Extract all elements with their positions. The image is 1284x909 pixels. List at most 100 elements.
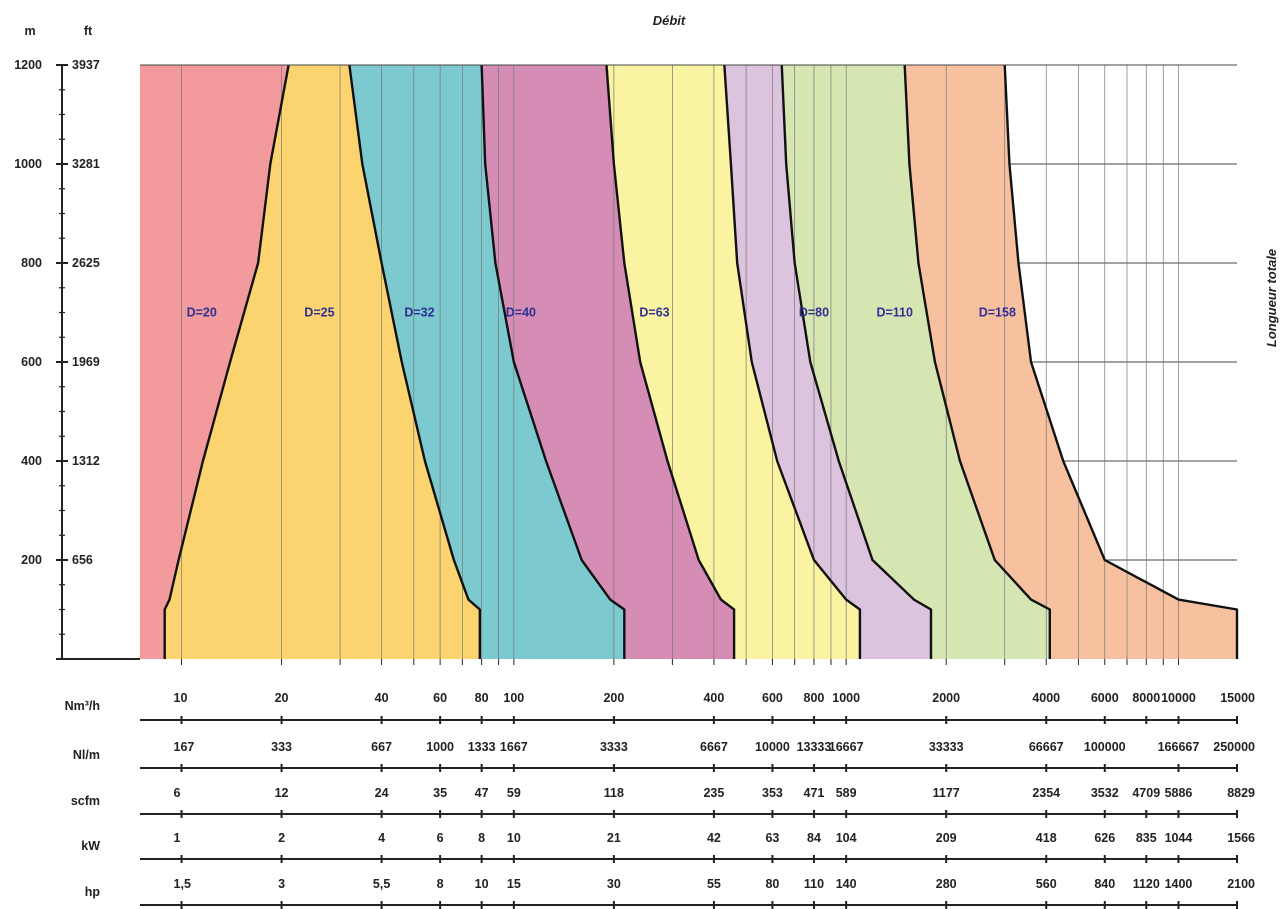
scale-tick-label: 10: [174, 691, 188, 705]
boundary-curve: [163, 64, 290, 659]
y-tick-label-m: 400: [21, 454, 42, 468]
scale-tick-label: 118: [604, 786, 624, 800]
region-label: D=158: [979, 306, 1016, 320]
boundary-curve: [1003, 64, 1239, 659]
scale-tick-label: 59: [507, 786, 521, 800]
scale-tick-label: 40: [375, 691, 389, 705]
region-d-40: [481, 65, 735, 659]
scale-tick-label: 110: [804, 877, 824, 891]
scale-tick-label: 3: [278, 877, 285, 891]
scale-tick-label: 835: [1136, 831, 1157, 845]
scale-tick-label: 104: [836, 831, 857, 845]
scale-tick-label: 600: [762, 691, 783, 705]
scale-tick-label: 6: [174, 786, 181, 800]
y-tick-label-ft: 1312: [72, 454, 100, 468]
boundary-curve: [605, 64, 736, 659]
scale-tick-label: 667: [371, 740, 392, 754]
region-label: D=80: [799, 306, 829, 320]
scale-tick-label: 250000: [1213, 740, 1255, 754]
scale-tick-label: 1000: [832, 691, 860, 705]
scale-tick-label: 15: [507, 877, 521, 891]
scale-tick-label: 1000: [426, 740, 454, 754]
scale-tick-label: 66667: [1029, 740, 1064, 754]
scale-tick-label: 353: [762, 786, 783, 800]
scale-tick-label: 4000: [1032, 691, 1060, 705]
scale-tick-label: 12: [275, 786, 289, 800]
y-tick-label-m: 1200: [14, 58, 42, 72]
scale-tick-label: 10: [475, 877, 489, 891]
scale-tick-label: 8: [478, 831, 485, 845]
scale-tick-label: 8829: [1227, 786, 1255, 800]
scale-tick-label: 16667: [829, 740, 864, 754]
scale-tick-label: 47: [475, 786, 489, 800]
scale-tick-label: 1044: [1165, 831, 1193, 845]
scale-tick-label: 6000: [1091, 691, 1119, 705]
region-d-20: [140, 65, 289, 659]
boundary-curve: [780, 64, 933, 659]
scale-tick-label: 800: [804, 691, 825, 705]
scale-tick-label: 55: [707, 877, 721, 891]
scale-tick-label: 21: [607, 831, 621, 845]
scale-tick-label: 100: [503, 691, 524, 705]
y-tick-label-ft: 3937: [72, 58, 100, 72]
y-tick-label-m: 1000: [14, 157, 42, 171]
scale-tick-label: 418: [1036, 831, 1057, 845]
boundary-layer: [163, 64, 1239, 659]
scale-tick-label: 3532: [1091, 786, 1119, 800]
region-label: D=25: [304, 306, 334, 320]
scale-tick-label: 10: [507, 831, 521, 845]
scale-tick-label: 560: [1036, 877, 1057, 891]
y-tick-label-ft: 3281: [72, 157, 100, 171]
boundary-curve: [723, 64, 862, 659]
scale-tick-label: 333: [271, 740, 292, 754]
scale-tick-label: 1566: [1227, 831, 1255, 845]
scale-tick-label: 100000: [1084, 740, 1126, 754]
region-d-63: [606, 65, 860, 659]
y-tick-label-m: 800: [21, 256, 42, 270]
scale-tick-label: 24: [375, 786, 389, 800]
scale-unit-label: scfm: [71, 794, 100, 808]
region-label: D=32: [404, 306, 434, 320]
scale-tick-label: 5886: [1165, 786, 1193, 800]
region-d-32: [349, 65, 625, 659]
y-tick-label-ft: 2625: [72, 256, 100, 270]
scale-tick-label: 10000: [755, 740, 790, 754]
scale-tick-label: 280: [936, 877, 957, 891]
scale-tick-label: 589: [836, 786, 857, 800]
scale-tick-label: 3333: [600, 740, 628, 754]
y-unit-m: m: [24, 24, 35, 38]
scale-tick-label: 1400: [1165, 877, 1193, 891]
boundary-curve: [348, 64, 482, 659]
y-tick-label-m: 200: [21, 553, 42, 567]
scale-tick-label: 471: [804, 786, 825, 800]
scale-tick-label: 2354: [1032, 786, 1060, 800]
scale-tick-label: 4: [378, 831, 385, 845]
scale-tick-label: 400: [703, 691, 724, 705]
axis-layer: [56, 64, 1238, 909]
scale-tick-label: 80: [475, 691, 489, 705]
region-d-25: [164, 65, 480, 659]
scale-unit-label: kW: [81, 839, 100, 853]
scale-tick-label: 1333: [468, 740, 496, 754]
scale-tick-label: 8000: [1132, 691, 1160, 705]
scale-tick-label: 167: [174, 740, 195, 754]
scale-tick-label: 63: [765, 831, 779, 845]
scale-tick-label: 1120: [1133, 877, 1160, 891]
region-d-110: [781, 65, 1050, 659]
region-d-80: [724, 65, 931, 659]
y-tick-label-m: 600: [21, 355, 42, 369]
y-tick-label-ft: 656: [72, 553, 93, 567]
region-d-158: [904, 65, 1237, 659]
scale-tick-label: 5,5: [373, 877, 390, 891]
scale-tick-label: 6667: [700, 740, 728, 754]
y-unit-ft: ft: [84, 24, 93, 38]
scale-tick-label: 8: [437, 877, 444, 891]
scale-tick-label: 42: [707, 831, 721, 845]
scale-tick-label: 235: [703, 786, 724, 800]
scale-tick-label: 2000: [932, 691, 960, 705]
scale-unit-label: Nl/m: [73, 748, 100, 762]
scale-tick-label: 209: [936, 831, 957, 845]
scale-tick-label: 20: [275, 691, 289, 705]
scale-tick-label: 1177: [933, 786, 960, 800]
scale-tick-label: 10000: [1161, 691, 1196, 705]
